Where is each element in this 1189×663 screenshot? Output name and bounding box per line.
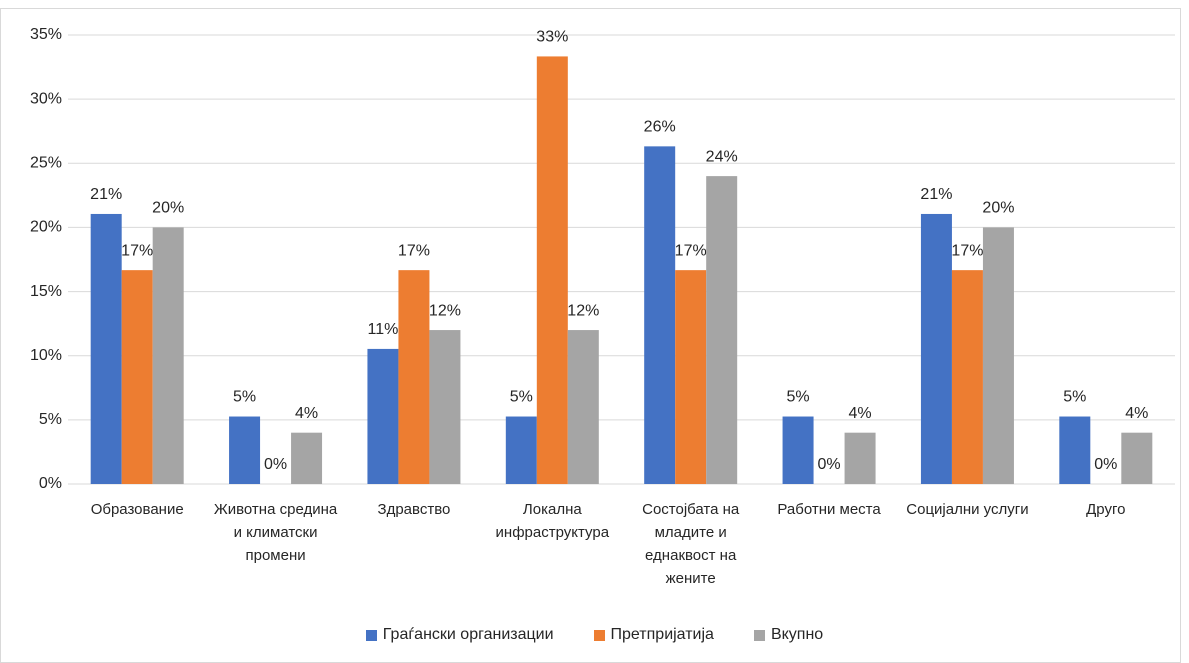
y-tick-label: 25% <box>30 155 62 172</box>
data-label: 0% <box>264 456 287 473</box>
data-label: 5% <box>233 389 256 406</box>
bar <box>90 213 122 485</box>
data-label: 17% <box>951 242 983 259</box>
bar <box>1059 416 1091 484</box>
x-tick-label: Друго <box>1086 501 1126 518</box>
bar <box>367 348 399 484</box>
x-tick-label: Локална инфраструктура <box>495 501 610 541</box>
x-tick-label: Здравство <box>377 501 451 518</box>
y-tick-label: 20% <box>30 219 62 236</box>
bar <box>920 213 952 485</box>
data-label: 0% <box>1094 456 1117 473</box>
bar <box>675 270 707 484</box>
bar <box>398 270 430 484</box>
y-tick-label: 15% <box>30 283 62 300</box>
data-label: 33% <box>536 29 568 46</box>
legend-swatch <box>753 629 765 641</box>
legend-swatch <box>593 629 605 641</box>
data-label: 5% <box>787 389 810 406</box>
data-label: 20% <box>152 200 184 217</box>
y-tick-label: 35% <box>30 26 62 43</box>
data-label: 21% <box>920 186 952 203</box>
legend: Граѓански организации Претпријатија Вкупно <box>0 626 1189 644</box>
y-tick-label: 5% <box>39 411 62 428</box>
y-tick-label: 0% <box>39 475 62 492</box>
x-tick-label: Социјални услуги <box>906 501 1029 518</box>
y-tick-label: 30% <box>30 90 62 107</box>
x-tick-label: Состојбата на младите и еднаквост на жен… <box>642 501 740 587</box>
legend-label: Претпријатија <box>610 626 714 643</box>
bar <box>229 416 261 484</box>
data-label: 17% <box>121 242 153 259</box>
legend-label: Вкупно <box>770 626 824 643</box>
legend-label: Граѓански организации <box>382 626 554 643</box>
bar <box>951 270 983 484</box>
bar <box>982 227 1014 484</box>
data-label: 0% <box>818 456 841 473</box>
bar <box>844 432 876 484</box>
bar <box>121 270 153 484</box>
x-tick-label: Образование <box>90 501 184 518</box>
x-tick-label: Работни места <box>777 501 881 518</box>
data-label: 4% <box>1125 405 1148 422</box>
data-label: 11% <box>368 321 399 338</box>
bar <box>152 227 184 484</box>
bar <box>644 146 676 485</box>
data-label: 20% <box>982 200 1014 217</box>
bar <box>1121 432 1153 484</box>
bar <box>782 416 814 484</box>
bar <box>429 330 461 484</box>
bar <box>536 56 568 485</box>
data-label: 4% <box>849 405 872 422</box>
x-tick-label: Животна средина и климатски промени <box>213 501 338 564</box>
data-label: 21% <box>90 186 122 203</box>
data-label: 26% <box>644 119 676 136</box>
data-label: 17% <box>675 242 707 259</box>
bar <box>505 416 537 484</box>
data-label: 24% <box>706 148 738 165</box>
data-label: 5% <box>1063 389 1086 406</box>
legend-item: Вкупно <box>753 626 824 644</box>
legend-item: Претпријатија <box>593 626 714 644</box>
data-label: 5% <box>510 389 533 406</box>
bar <box>567 330 599 484</box>
y-tick-label: 10% <box>30 347 62 364</box>
legend-swatch <box>365 629 377 641</box>
bar <box>291 432 323 484</box>
data-label: 12% <box>429 302 461 319</box>
data-label: 17% <box>398 242 430 259</box>
data-label: 4% <box>295 405 318 422</box>
legend-item: Граѓански организации <box>365 626 554 644</box>
bar <box>706 176 738 484</box>
data-label: 12% <box>567 302 599 319</box>
